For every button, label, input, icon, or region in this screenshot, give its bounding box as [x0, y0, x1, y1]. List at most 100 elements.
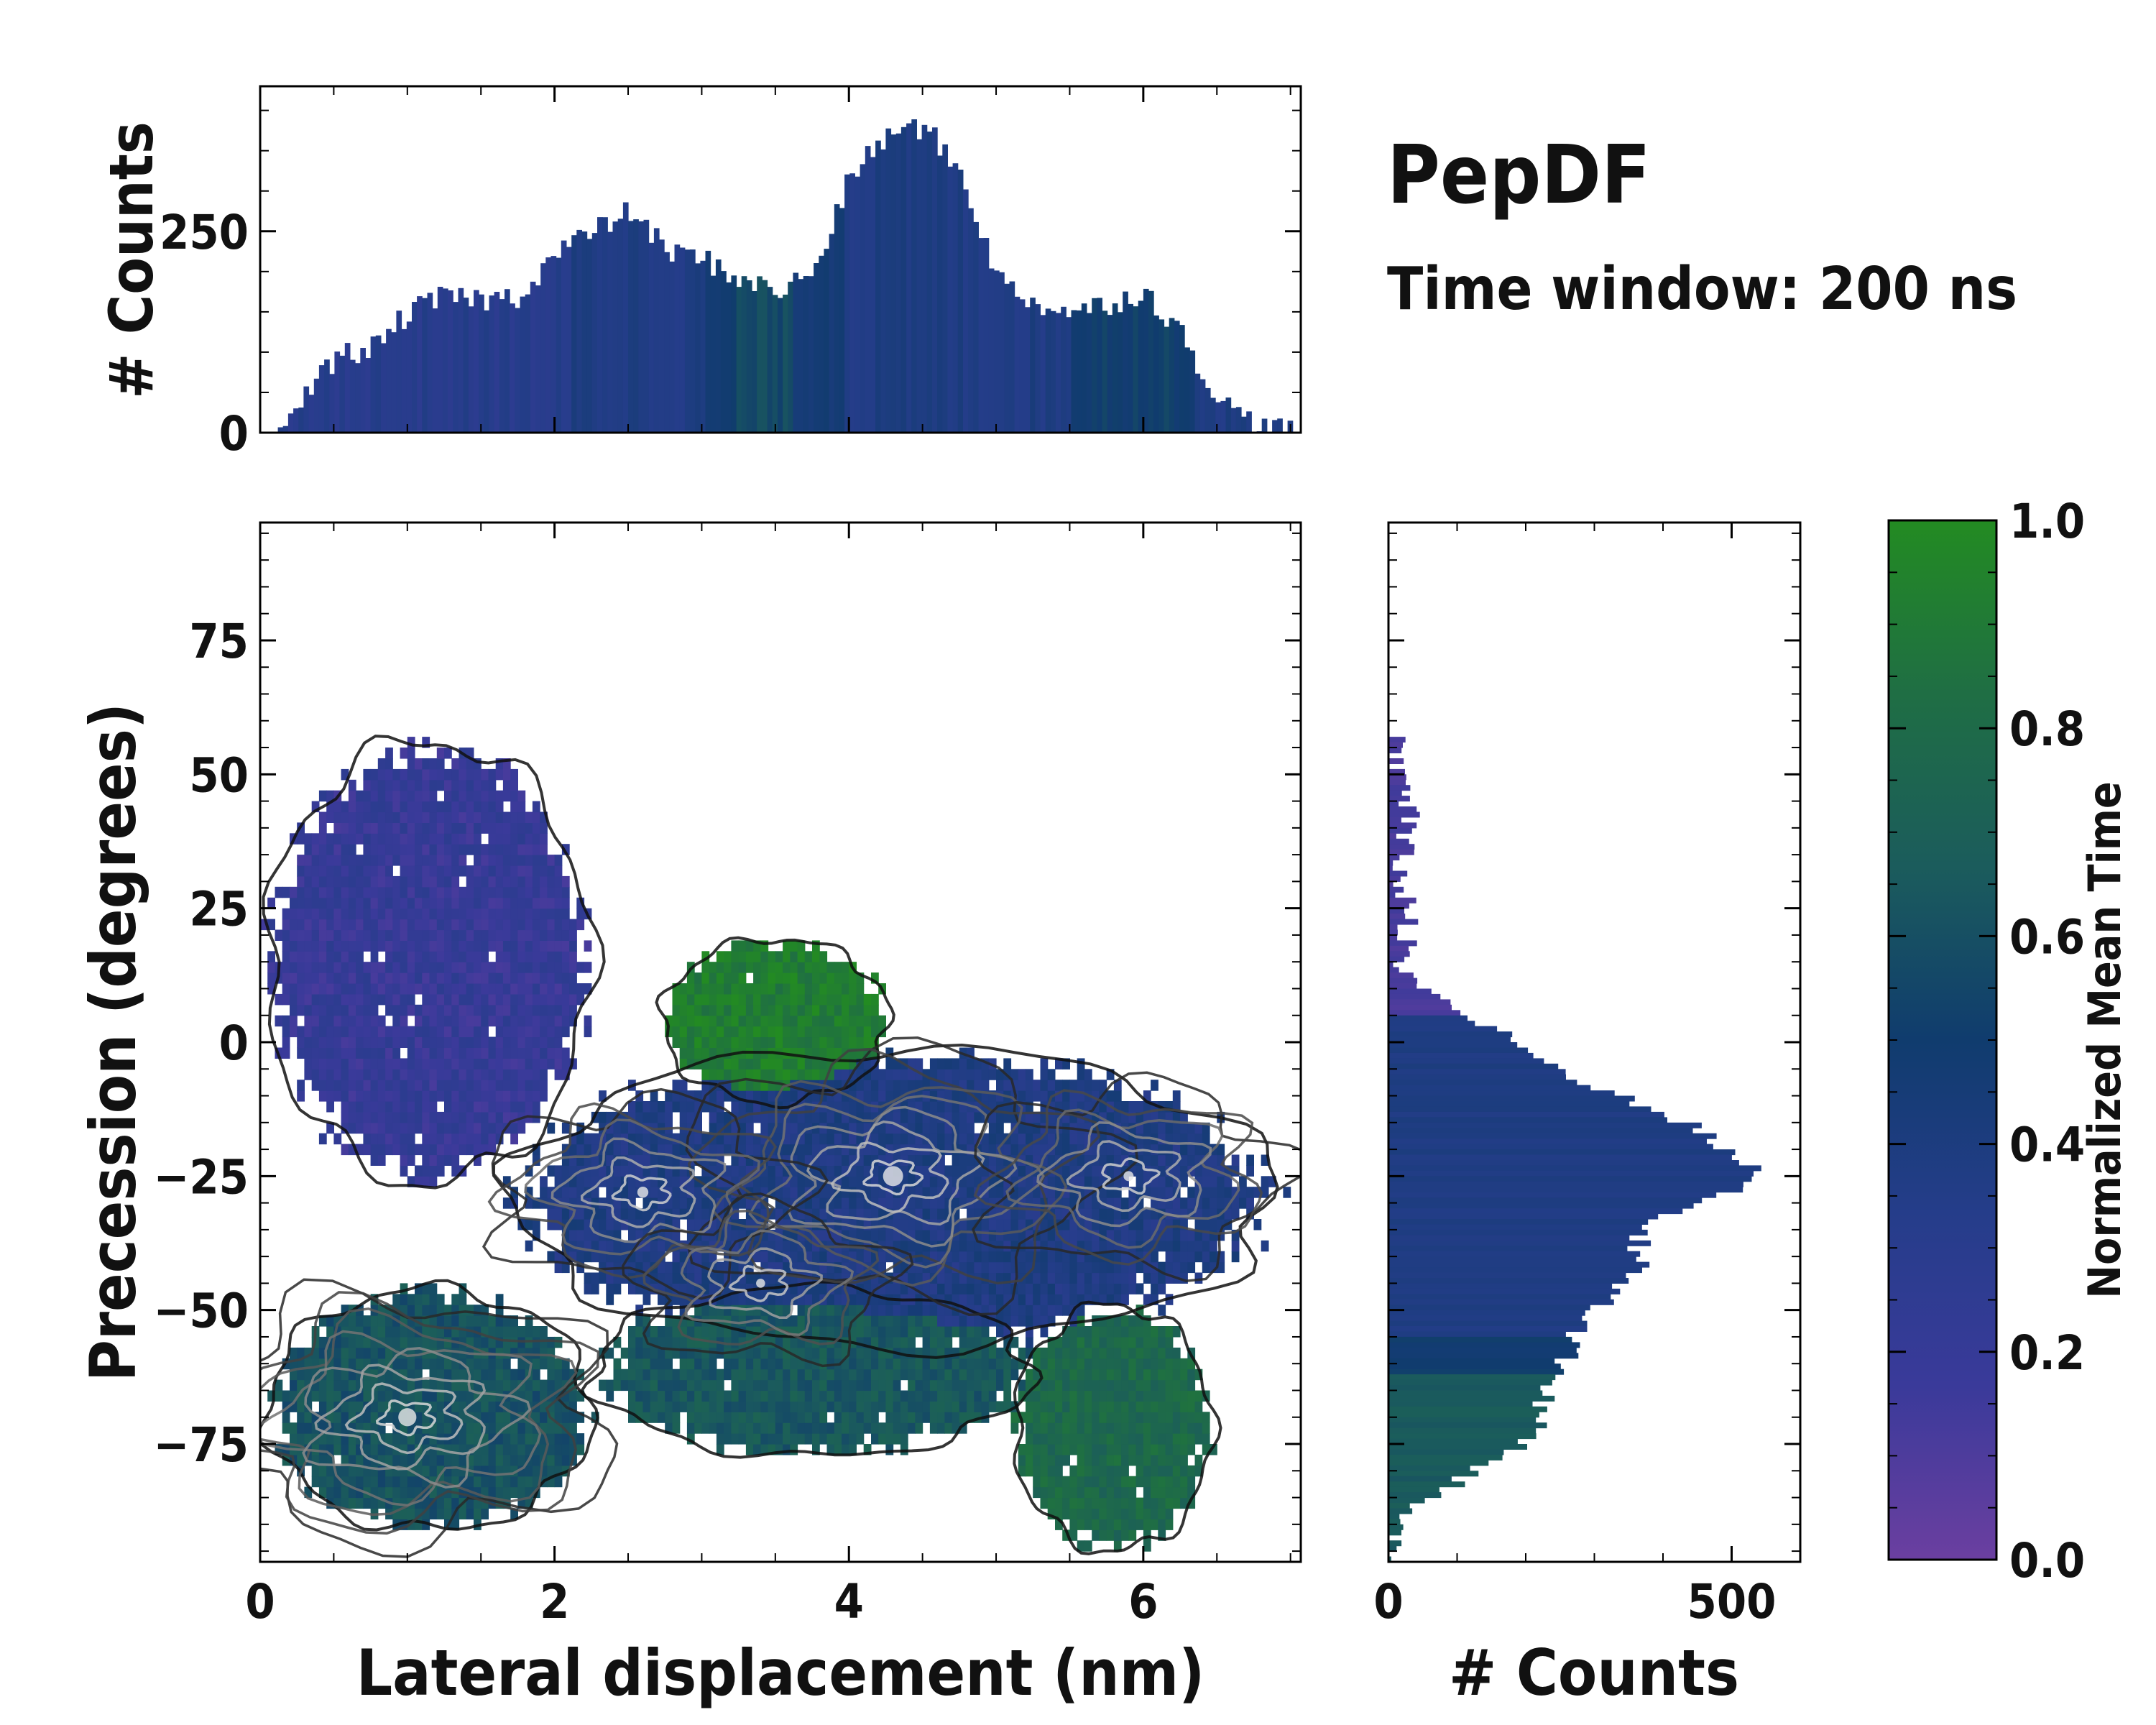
- heatmap-cell: [502, 1036, 511, 1048]
- heatmap-cell: [988, 1122, 997, 1134]
- heatmap-cell: [584, 1176, 592, 1187]
- heatmap-cell: [370, 1390, 379, 1402]
- heatmap-cell: [532, 1026, 540, 1038]
- heatmap-cell: [701, 1080, 710, 1091]
- heatmap-cell: [318, 844, 327, 855]
- heatmap-cell: [377, 1390, 386, 1402]
- top-histogram-bar: [1004, 283, 1010, 433]
- heatmap-cell: [768, 1412, 776, 1423]
- heatmap-cell: [502, 1358, 511, 1370]
- heatmap-cell: [495, 1422, 504, 1434]
- heatmap-cell: [937, 1208, 945, 1220]
- heatmap-cell: [679, 1047, 688, 1059]
- heatmap-cell: [1099, 1336, 1107, 1348]
- heatmap-cell: [459, 1315, 467, 1327]
- heatmap-cell: [532, 1444, 540, 1455]
- heatmap-cell: [385, 1026, 393, 1038]
- heatmap-cell: [436, 748, 445, 759]
- heatmap-cell: [606, 1208, 614, 1220]
- heatmap-cell: [318, 865, 327, 877]
- heatmap-cell: [569, 1412, 577, 1423]
- heatmap-cell: [834, 1379, 842, 1392]
- heatmap-cell: [297, 1401, 305, 1412]
- heatmap-cell: [385, 1486, 393, 1499]
- heatmap-cell: [363, 1144, 372, 1156]
- heatmap-cell: [429, 1422, 438, 1434]
- heatmap-cell: [709, 1036, 717, 1048]
- heatmap-cell: [407, 1444, 415, 1455]
- heatmap-cell: [775, 1390, 783, 1402]
- heatmap-cell: [665, 1272, 673, 1284]
- heatmap-cell: [451, 875, 460, 888]
- heatmap-cell: [944, 1144, 953, 1156]
- heatmap-cell: [356, 811, 364, 823]
- heatmap-cell: [974, 1315, 982, 1327]
- heatmap-cell: [304, 929, 313, 941]
- heatmap-cell: [459, 1047, 467, 1059]
- heatmap-cell: [370, 855, 379, 866]
- heatmap-cell: [474, 929, 482, 941]
- heatmap-cell: [908, 1401, 916, 1412]
- heatmap-cell: [525, 844, 533, 855]
- heatmap-cell: [606, 1240, 614, 1252]
- heatmap-cell: [474, 1390, 482, 1402]
- y-tick-label: 0: [219, 406, 249, 461]
- heatmap-cell: [370, 1476, 379, 1488]
- heatmap-cell: [650, 1165, 658, 1177]
- heatmap-cell: [415, 1122, 423, 1134]
- heatmap-cell: [1084, 1219, 1092, 1230]
- heatmap-cell: [525, 1422, 533, 1434]
- heatmap-cell: [658, 1368, 665, 1381]
- heatmap-cell: [356, 1058, 364, 1070]
- heatmap-cell: [377, 875, 386, 888]
- heatmap-cell: [842, 1187, 849, 1198]
- heatmap-cell: [606, 1294, 614, 1305]
- heatmap-cell: [436, 833, 445, 845]
- heatmap-cell: [474, 897, 482, 909]
- heatmap-cell: [709, 1305, 717, 1316]
- heatmap-cell: [635, 1272, 644, 1284]
- heatmap-cell: [532, 875, 540, 888]
- heatmap-cell: [1040, 1347, 1049, 1359]
- heatmap-cell: [392, 1133, 401, 1145]
- heatmap-cell: [760, 1187, 769, 1198]
- heatmap-cell: [451, 886, 460, 898]
- heatmap-cell: [937, 1336, 945, 1348]
- heatmap-cell: [407, 1026, 415, 1038]
- heatmap-cell: [290, 1347, 298, 1359]
- heatmap-cell: [1099, 1101, 1107, 1113]
- heatmap-cell: [658, 1111, 665, 1123]
- heatmap-cell: [400, 865, 408, 877]
- heatmap-cell: [1084, 1540, 1092, 1552]
- heatmap-cell: [584, 1272, 592, 1284]
- heatmap-cell: [1033, 1080, 1041, 1091]
- heatmap-cell: [370, 1465, 379, 1477]
- heatmap-cell: [444, 1379, 452, 1392]
- heatmap-cell: [363, 1422, 372, 1434]
- heatmap-cell: [377, 1454, 386, 1466]
- heatmap-cell: [826, 1080, 835, 1091]
- heatmap-cell: [1062, 1368, 1070, 1381]
- heatmap-cell: [900, 1336, 908, 1348]
- heatmap-cell: [400, 886, 408, 898]
- heatmap-cell: [444, 1154, 452, 1166]
- heatmap-cell: [709, 972, 717, 984]
- heatmap-cell: [996, 1283, 1004, 1294]
- heatmap-cell: [429, 983, 438, 995]
- heatmap-cell: [370, 1401, 379, 1412]
- heatmap-cell: [459, 801, 467, 813]
- heatmap-cell: [363, 1101, 372, 1113]
- heatmap-cell: [318, 1433, 327, 1445]
- heatmap-cell: [944, 1305, 953, 1316]
- heatmap-cell: [672, 993, 681, 1006]
- heatmap-cell: [1003, 1358, 1012, 1370]
- heatmap-cell: [606, 1154, 614, 1166]
- heatmap-cell: [510, 1004, 518, 1016]
- heatmap-cell: [429, 1101, 438, 1113]
- heatmap-cell: [1069, 1101, 1078, 1113]
- heatmap-cell: [318, 1090, 327, 1102]
- heatmap-cell: [775, 1261, 783, 1274]
- heatmap-cell: [377, 855, 386, 866]
- heatmap-cell: [783, 1294, 791, 1305]
- heatmap-cell: [282, 1390, 290, 1402]
